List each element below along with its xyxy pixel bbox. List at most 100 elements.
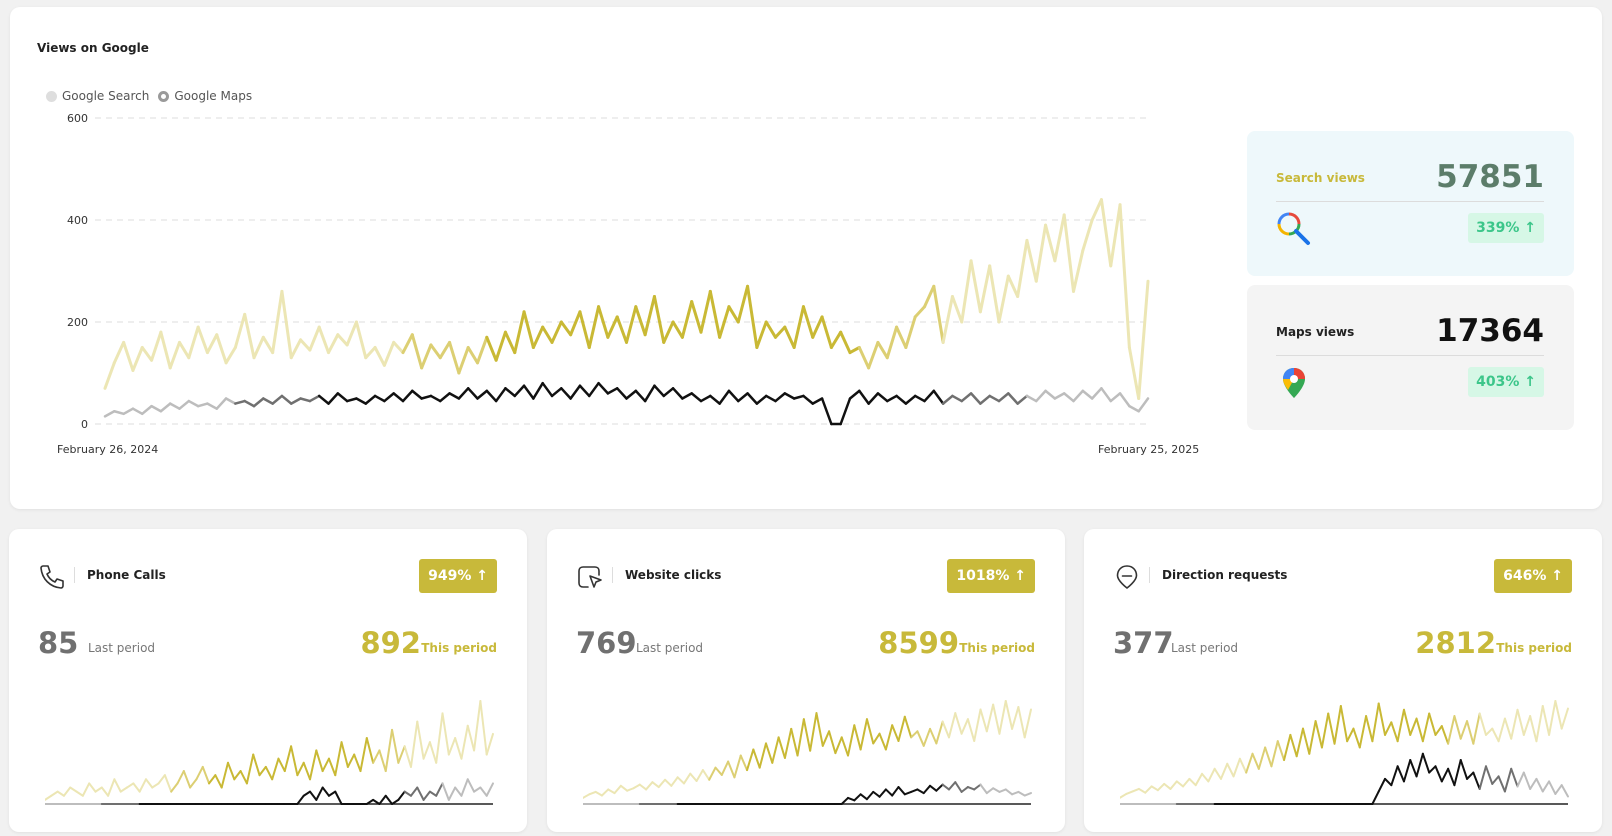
series-google-maps-segment xyxy=(792,394,805,400)
series-last-period-segment xyxy=(922,784,932,795)
series-google-maps-segment xyxy=(420,394,433,400)
series-this-period-segment xyxy=(409,720,419,768)
series-google-maps-segment xyxy=(988,394,1001,403)
series-google-search-segment xyxy=(1016,238,1029,298)
series-this-period-segment xyxy=(1264,746,1273,768)
series-this-period-segment xyxy=(701,769,711,781)
series-this-period-segment xyxy=(922,727,932,747)
series-google-search-segment xyxy=(122,340,135,372)
series-google-maps-segment xyxy=(262,397,274,405)
series-google-search-segment xyxy=(215,333,228,365)
series-last-period-segment xyxy=(1421,752,1431,774)
series-google-search-segment xyxy=(131,346,144,372)
series-this-period-segment xyxy=(422,741,431,760)
series-last-period-segment xyxy=(1497,775,1506,793)
series-google-maps-segment xyxy=(653,384,665,398)
series-this-period-segment xyxy=(1213,767,1222,780)
series-google-maps-segment xyxy=(1062,392,1075,403)
series-google-search-segment xyxy=(168,340,181,370)
series-google-search-segment xyxy=(969,259,982,314)
last-period-label: Last period xyxy=(1171,641,1239,655)
series-google-search-segment xyxy=(1118,203,1131,349)
series-google-search-segment xyxy=(364,346,377,360)
series-this-period-segment xyxy=(929,727,938,745)
series-google-search xyxy=(103,198,1150,400)
series-google-search-segment xyxy=(699,289,712,334)
series-this-period-segment xyxy=(878,732,887,751)
series-last-period-segment xyxy=(1472,771,1481,790)
series-last-period-segment xyxy=(1548,780,1557,795)
series-last-period-segment xyxy=(1466,771,1475,780)
series-last-period xyxy=(583,781,1032,805)
series-google-search-segment xyxy=(1062,213,1075,293)
series-last-period-segment xyxy=(865,790,875,801)
series-google-search-segment xyxy=(513,310,526,355)
series-this-period-segment xyxy=(1144,785,1153,794)
series-this-period-segment xyxy=(189,778,198,789)
series-google-maps-segment xyxy=(951,394,963,403)
series-this-period-segment xyxy=(100,786,110,797)
series-last-period-segment xyxy=(1434,765,1443,783)
series-this-period-segment xyxy=(1137,787,1147,794)
series-this-period-segment xyxy=(1276,740,1286,762)
series-this-period-segment xyxy=(397,745,406,764)
series-google-search-segment xyxy=(746,284,759,349)
series-last-period-segment xyxy=(947,781,957,791)
series-google-search-segment xyxy=(476,335,489,365)
series-this-period-segment xyxy=(645,781,654,791)
maps-views-value: 17364 xyxy=(1436,313,1544,349)
series-google-maps-segment xyxy=(532,381,544,400)
series-google-search-segment xyxy=(634,305,647,337)
legend-label-maps: Google Maps xyxy=(174,89,253,103)
series-google-search-segment xyxy=(252,335,265,360)
series-last-period-segment xyxy=(428,790,438,797)
series-this-period-segment xyxy=(1529,715,1538,743)
series-this-period-segment xyxy=(56,790,65,797)
series-this-period-segment xyxy=(1497,717,1506,743)
series-last-period-segment xyxy=(296,794,305,805)
series-last-period-segment xyxy=(1402,759,1412,783)
series-google-search-segment xyxy=(820,315,833,349)
series-this-period-segment xyxy=(365,737,375,764)
series-this-period-segment xyxy=(428,741,438,764)
series-google-search-segment xyxy=(196,325,209,355)
series-google-maps-segment xyxy=(969,392,982,405)
legend-google-maps[interactable]: Google Maps xyxy=(158,89,252,103)
series-last-period-segment xyxy=(441,782,450,801)
series-google-search-segment xyxy=(494,330,507,362)
series-last-period-segment xyxy=(1541,780,1551,793)
series-this-period-segment xyxy=(1163,782,1172,790)
series-last-period-segment xyxy=(321,786,330,797)
series-google-search-segment xyxy=(811,315,824,339)
views-line-chart: 0 200 400 600 February 26, 2024 February 25, … xyxy=(57,112,1199,456)
series-this-period-segment xyxy=(144,778,154,789)
series-this-period-segment xyxy=(632,783,641,790)
series-this-period-segment xyxy=(1232,757,1241,778)
series-this-period-segment xyxy=(378,749,387,773)
series-this-period-segment xyxy=(992,703,1001,735)
series-google-search-segment xyxy=(988,264,1001,324)
series-this-period-segment xyxy=(1560,707,1569,730)
legend-google-search[interactable]: Google Search xyxy=(46,89,149,103)
series-this-period-segment xyxy=(1156,782,1166,792)
series-google-maps-segment xyxy=(1044,389,1057,400)
series-google-maps-segment xyxy=(820,397,833,426)
series-google-maps-segment xyxy=(215,397,228,410)
series-last-period-segment xyxy=(372,798,381,805)
series-google-search-segment xyxy=(690,300,703,334)
y-tick-label: 0 xyxy=(81,418,88,431)
series-google-maps-segment xyxy=(904,394,917,405)
series-google-maps-segment xyxy=(858,389,870,405)
series-this-period-segment xyxy=(657,778,667,789)
series-google-search-segment xyxy=(578,310,591,349)
series-this-period-segment xyxy=(1510,708,1519,740)
series-this-period-segment xyxy=(1402,708,1412,736)
this-period-value: 2812 xyxy=(1415,626,1496,660)
series-this-period-segment xyxy=(245,753,255,785)
series-google-search-segment xyxy=(1044,223,1057,263)
series-google-maps-segment xyxy=(122,407,135,416)
series-google-search-segment xyxy=(280,289,293,360)
series-this-period-segment xyxy=(1175,780,1185,788)
direction-requests-chart xyxy=(1120,700,1569,805)
series-google-search-segment xyxy=(895,325,908,349)
